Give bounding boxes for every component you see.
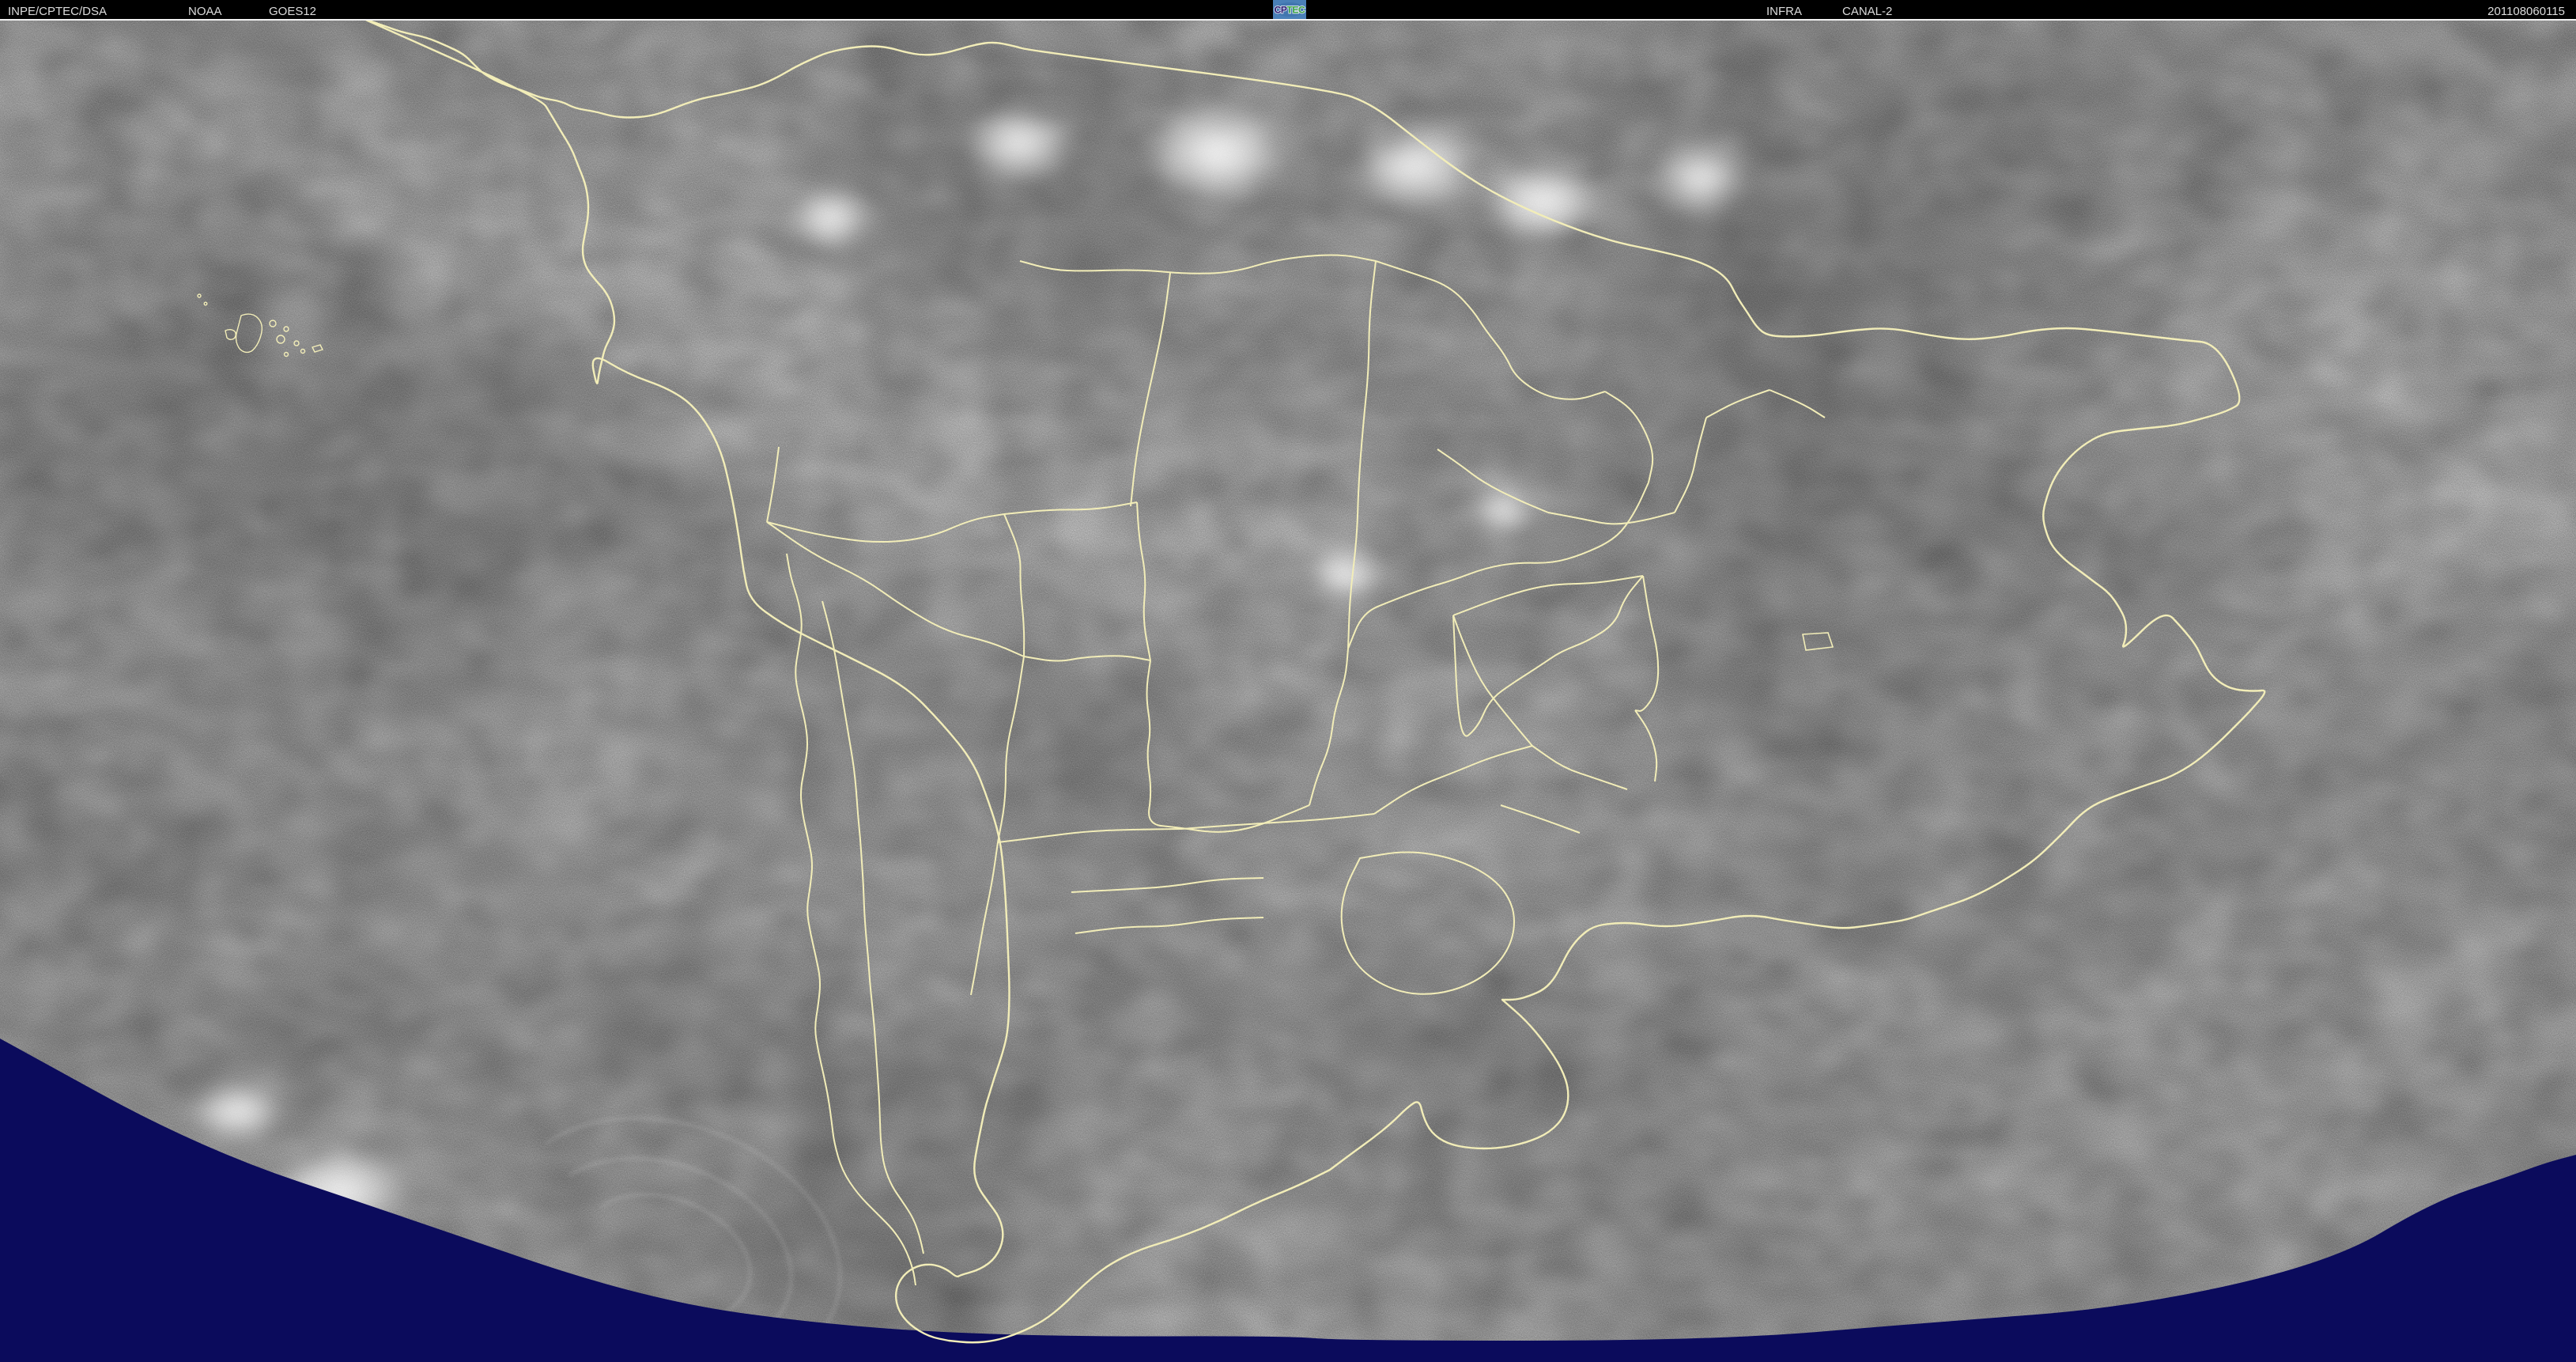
svg-text:CPTEC: CPTEC [1275, 5, 1305, 16]
